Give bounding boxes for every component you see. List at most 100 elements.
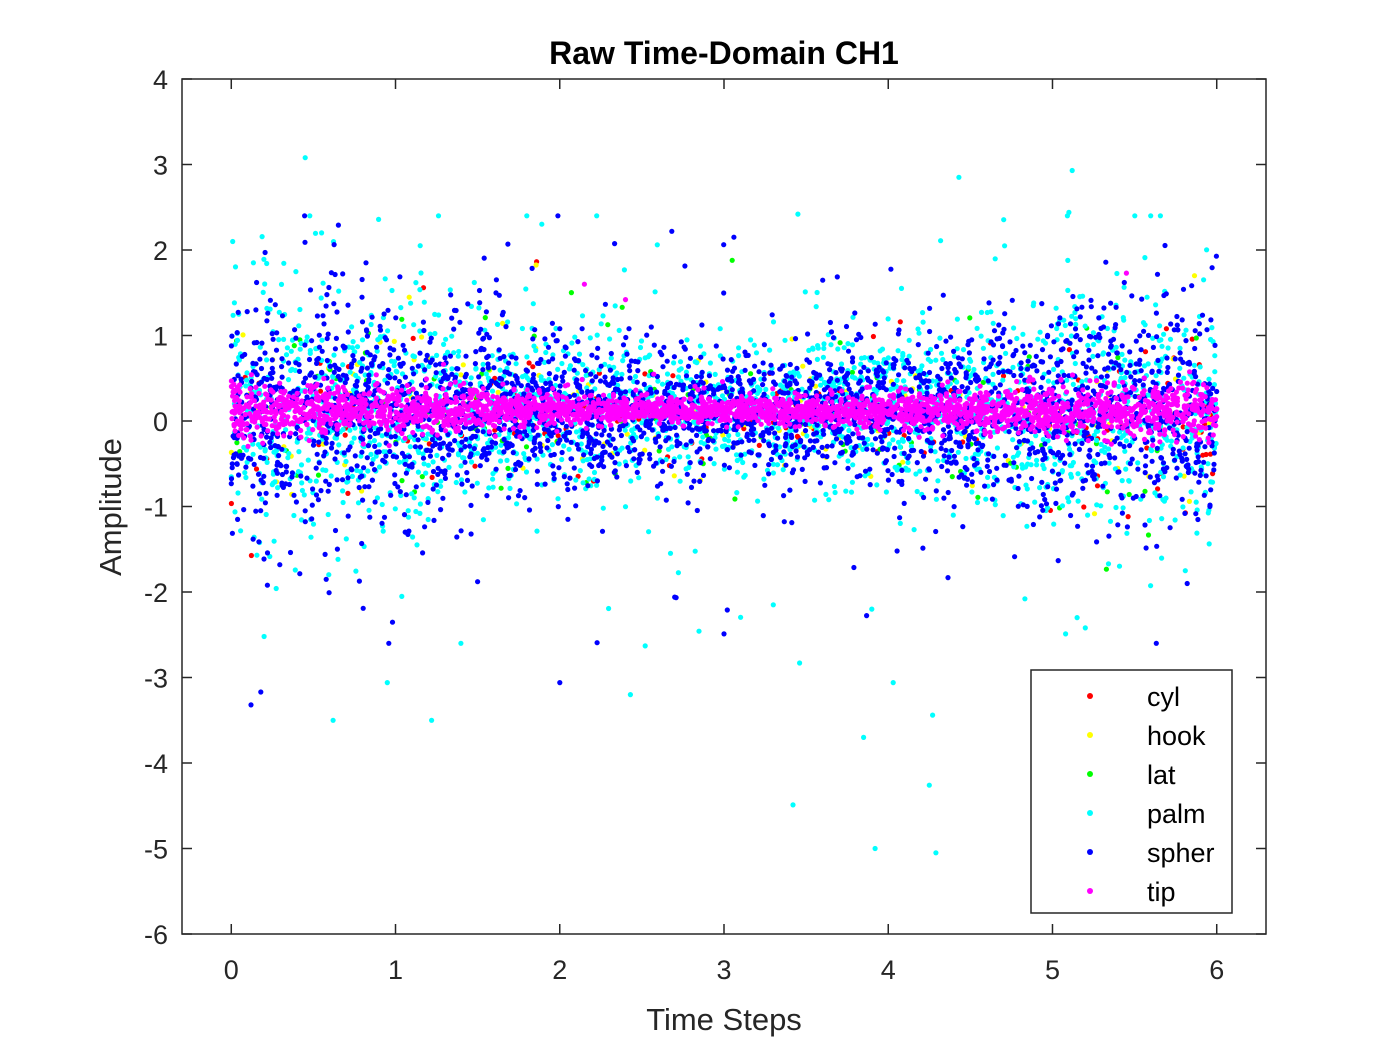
point: [248, 552, 254, 559]
point: [641, 430, 647, 436]
point: [827, 367, 833, 373]
point: [250, 360, 256, 366]
point: [577, 468, 583, 474]
point: [879, 346, 886, 352]
point: [738, 614, 744, 620]
point: [724, 367, 731, 373]
point: [1108, 359, 1114, 365]
point: [364, 333, 370, 339]
point: [360, 356, 366, 362]
point: [858, 388, 864, 394]
point: [846, 427, 852, 434]
point: [583, 372, 589, 378]
point: [446, 452, 452, 458]
point: [687, 384, 694, 390]
point: [397, 489, 403, 495]
point: [235, 516, 241, 523]
point: [675, 570, 682, 576]
point: [556, 465, 562, 471]
point: [301, 380, 307, 386]
point: [1028, 462, 1034, 468]
point: [435, 471, 441, 477]
point: [244, 309, 250, 315]
point: [398, 305, 404, 311]
point: [482, 315, 488, 321]
point: [634, 424, 641, 430]
point: [1192, 328, 1198, 334]
point: [549, 442, 556, 448]
point: [1172, 517, 1178, 523]
point: [452, 438, 458, 444]
point: [257, 344, 263, 350]
point: [638, 338, 645, 344]
point: [391, 359, 398, 365]
point: [567, 475, 573, 481]
point: [291, 492, 297, 498]
point: [602, 301, 609, 307]
point: [885, 468, 891, 474]
point: [351, 357, 357, 363]
point: [1037, 514, 1043, 520]
point: [1077, 314, 1083, 320]
point: [1104, 325, 1110, 332]
point: [485, 375, 491, 381]
point: [449, 366, 455, 372]
point: [949, 474, 955, 480]
point: [458, 372, 464, 378]
point: [371, 438, 377, 444]
point: [964, 476, 971, 482]
point: [325, 511, 331, 518]
point: [330, 374, 336, 380]
point: [549, 320, 556, 326]
point: [1153, 640, 1159, 646]
point: [777, 454, 783, 460]
point: [991, 482, 997, 488]
point: [498, 485, 504, 491]
point: [371, 467, 378, 473]
point: [1073, 316, 1079, 322]
point: [946, 454, 952, 460]
point: [889, 471, 895, 478]
point: [1009, 297, 1015, 303]
point: [1182, 510, 1188, 516]
point: [313, 478, 319, 484]
point: [848, 489, 855, 495]
point: [1136, 378, 1143, 384]
point: [463, 371, 469, 377]
point: [386, 367, 392, 373]
point: [869, 606, 875, 612]
point: [289, 470, 295, 476]
point: [565, 486, 571, 493]
point: [294, 439, 300, 445]
point: [874, 482, 880, 488]
point: [768, 456, 775, 463]
point: [325, 331, 331, 337]
point: [960, 524, 966, 530]
point: [1132, 378, 1138, 384]
point: [411, 371, 417, 377]
point: [705, 444, 711, 450]
point: [895, 331, 902, 337]
point: [288, 348, 294, 354]
point: [1066, 347, 1072, 353]
point: [642, 447, 648, 453]
point: [234, 330, 240, 336]
point: [870, 333, 877, 340]
point: [463, 436, 469, 442]
point: [930, 712, 936, 718]
point: [1192, 345, 1198, 352]
point: [376, 442, 382, 448]
point: [291, 343, 297, 349]
point: [402, 454, 408, 460]
point: [472, 463, 478, 469]
point: [257, 356, 263, 362]
point: [305, 457, 311, 463]
point: [396, 378, 402, 385]
point: [1018, 372, 1024, 378]
point: [526, 360, 532, 366]
point: [1011, 460, 1017, 466]
point: [684, 337, 690, 343]
point: [542, 336, 548, 342]
point: [477, 300, 483, 306]
point: [425, 462, 431, 468]
